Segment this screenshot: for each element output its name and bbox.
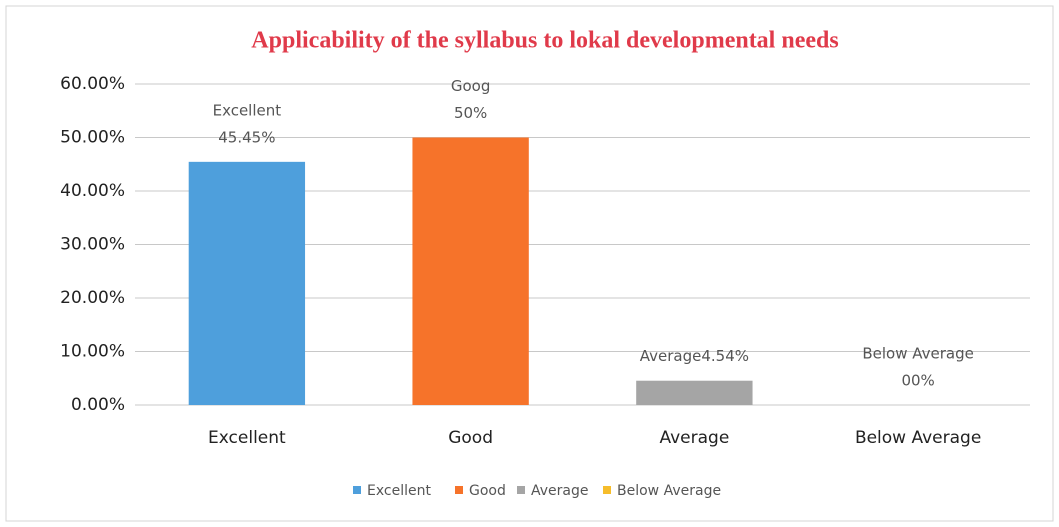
bar: [412, 137, 529, 405]
data-label: 45.45%: [218, 128, 275, 146]
y-tick-label: 30.00%: [60, 235, 125, 255]
y-tick-label: 60.00%: [60, 74, 125, 94]
y-tick-label: 50.00%: [60, 128, 125, 148]
x-tick-label: Average: [659, 428, 729, 448]
legend-label: Good: [469, 483, 506, 499]
bar: [636, 380, 753, 405]
data-label: 00%: [901, 372, 934, 390]
legend-label: Below Average: [617, 483, 721, 499]
x-tick-label: Good: [448, 428, 493, 448]
x-tick-label: Below Average: [855, 428, 981, 448]
y-tick-label: 40.00%: [60, 181, 125, 201]
y-tick-label: 10.00%: [60, 342, 125, 362]
legend-label: Average: [531, 483, 589, 499]
data-label: Below Average: [862, 345, 974, 363]
data-label: 50%: [454, 104, 487, 122]
legend-swatch: [517, 486, 525, 494]
legend-label: Excellent: [367, 483, 431, 499]
data-label: Excellent: [213, 101, 282, 119]
chart-title: Applicability of the syllabus to lokal d…: [251, 28, 838, 54]
data-label: Goog: [451, 77, 491, 95]
legend-swatch: [455, 486, 463, 494]
chart-frame: [5, 5, 1054, 522]
legend-swatch: [603, 486, 611, 494]
y-tick-label: 20.00%: [60, 288, 125, 308]
y-tick-label: 0.00%: [71, 395, 125, 415]
bar: [188, 161, 306, 405]
legend-swatch: [353, 486, 361, 494]
x-tick-label: Excellent: [208, 428, 286, 448]
data-label: Average4.54%: [640, 347, 749, 365]
